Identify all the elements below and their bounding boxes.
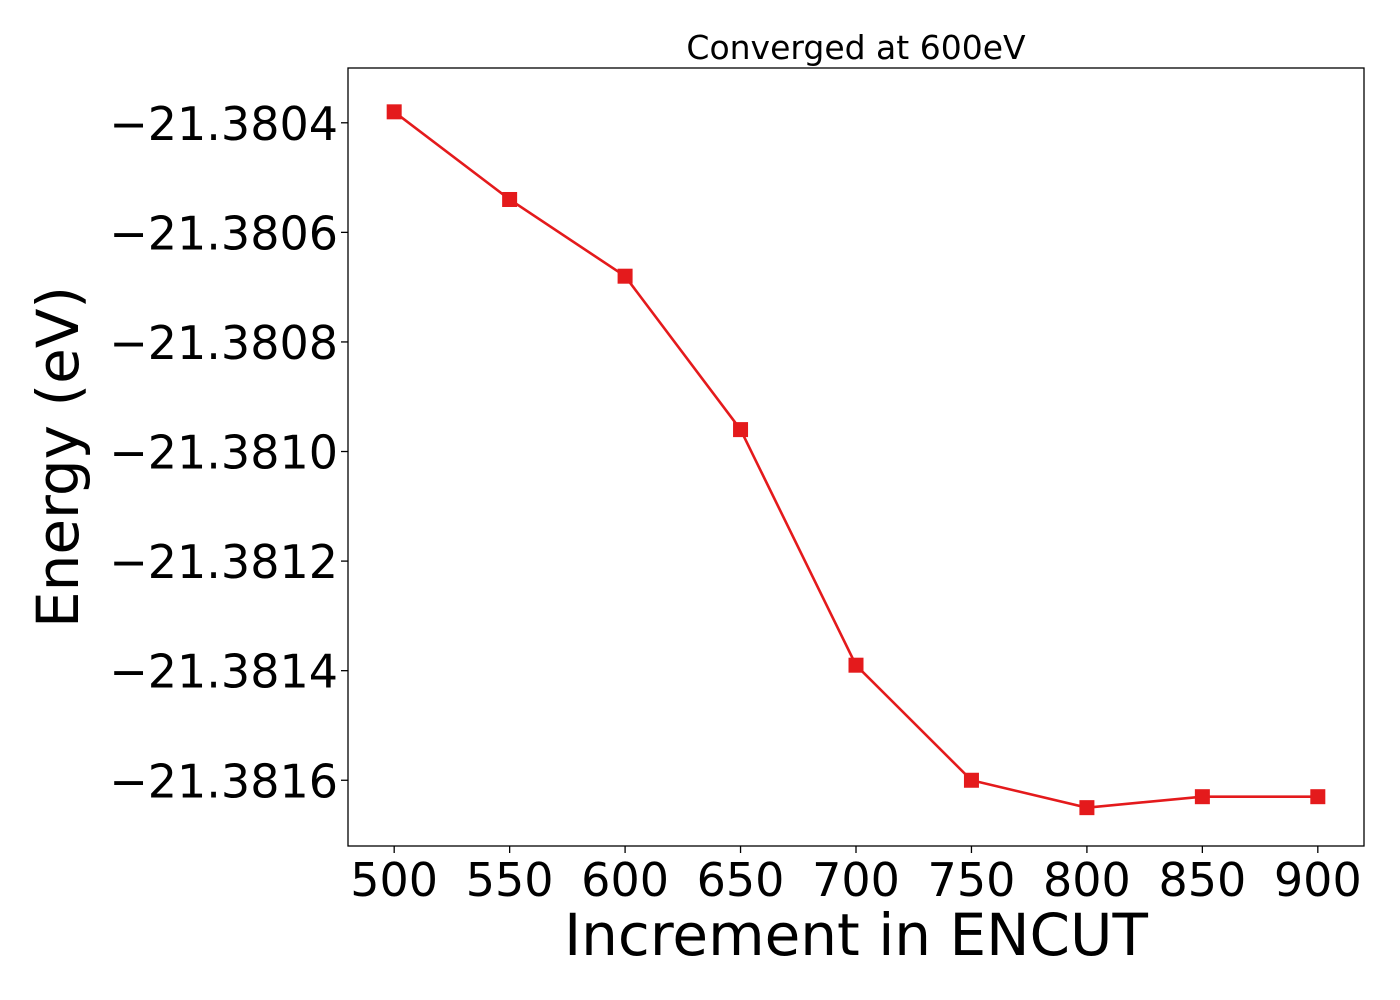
- x-tick-label: 750: [928, 853, 1016, 907]
- data-point-marker: [502, 191, 518, 207]
- y-axis: −21.3804 −21.3806 −21.3808 −21.3810 −21.3812…: [109, 97, 348, 808]
- x-tick-label: 550: [466, 853, 554, 907]
- data-point-marker: [963, 772, 979, 788]
- data-point-marker: [848, 657, 864, 673]
- x-tick-label: 650: [697, 853, 785, 907]
- data-point-marker: [1194, 789, 1210, 805]
- y-tick-label: −21.3806: [109, 206, 338, 260]
- plot-frame: [347, 67, 1365, 847]
- y-tick-label: −21.3808: [109, 316, 338, 370]
- data-point-marker: [733, 422, 749, 438]
- data-point-marker: [1310, 789, 1326, 805]
- x-axis: 500 550 600 650 700 750 800 850 900: [350, 846, 1362, 907]
- x-tick-label: 900: [1274, 853, 1362, 907]
- y-tick-label: −21.3810: [109, 426, 338, 480]
- x-tick-label: 700: [812, 853, 900, 907]
- chart-title: Converged at 600eV: [686, 28, 1026, 67]
- x-tick-label: 600: [581, 853, 669, 907]
- y-tick-label: −21.3816: [109, 754, 338, 808]
- data-point-marker: [1079, 800, 1095, 816]
- series-line: [393, 110, 1318, 809]
- y-tick-label: −21.3814: [109, 645, 338, 699]
- y-tick-label: −21.3812: [109, 535, 338, 589]
- y-tick-label: −21.3804: [109, 97, 338, 151]
- plot-area: [347, 67, 1365, 847]
- data-point-marker: [617, 268, 633, 284]
- x-tick-label: 500: [350, 853, 438, 907]
- x-tick-label: 850: [1158, 853, 1246, 907]
- x-tick-label: 800: [1043, 853, 1131, 907]
- y-axis-title: Energy (eV): [24, 286, 92, 628]
- data-point-marker: [386, 104, 402, 120]
- x-axis-title: Increment in ENCUT: [564, 901, 1148, 969]
